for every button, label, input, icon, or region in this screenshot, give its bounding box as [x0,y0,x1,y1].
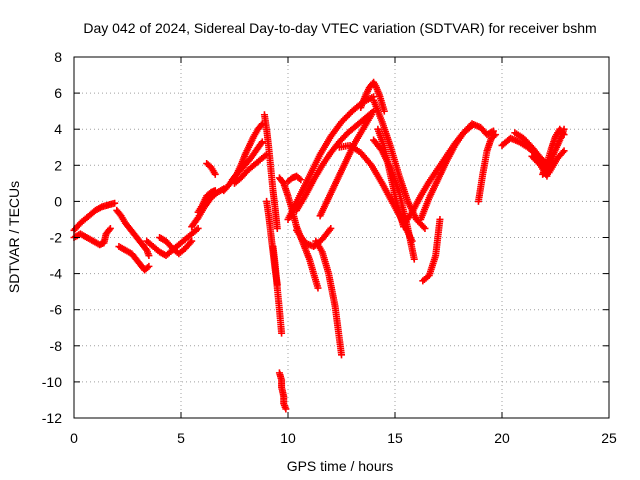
series-plunge-o [269,243,286,337]
data-point [211,187,219,195]
grid [74,57,609,418]
series-spike-m [260,111,281,232]
series-hook-af [419,215,444,285]
chart-title: Day 042 of 2024, Sidereal Day-to-day VTE… [83,20,596,36]
y-tick-label: -12 [42,410,62,426]
series-hook-ag [474,131,500,205]
series-peak-y [357,78,388,115]
y-tick-label: -2 [50,230,63,246]
data-point [410,255,418,263]
data-point [211,170,219,178]
series-bump-i [203,159,219,178]
data-point [106,224,114,232]
data-point [188,237,196,245]
data-point [145,262,153,270]
x-tick-label: 15 [387,430,403,446]
data-point [436,215,444,223]
data-point [559,148,567,156]
data-point [314,284,322,292]
data-point [105,226,113,234]
data-point [327,224,335,232]
y-tick-label: 6 [54,85,62,101]
data-point [380,107,388,115]
data-point [420,223,428,231]
x-tick-label: 25 [601,430,617,446]
series-dip-f [156,234,196,258]
data-point [560,131,568,139]
y-tick-label: 4 [54,121,62,137]
data-point [421,224,429,232]
series-mid-r [284,172,305,186]
series-mid-u [293,224,335,251]
data-point [295,175,303,183]
series-early-c [113,206,153,260]
data-point [186,239,194,247]
series-late-ak [539,125,568,178]
data-point [492,131,500,139]
data-point [338,351,345,359]
series-climb-v [284,93,378,223]
series-outlier-p [275,369,290,413]
data-point [273,224,281,232]
y-axis-label: SDTVAR / TECUs [6,181,22,293]
series-climb-x [316,111,375,220]
x-tick-label: 10 [280,430,296,446]
x-tick-label: 0 [70,430,78,446]
data-point [559,129,567,137]
x-tick-label: 5 [177,430,185,446]
data-point [143,264,151,272]
data-point [490,132,498,140]
series-climb-w [293,107,378,214]
data-point [297,176,305,184]
series-drop-t [312,237,345,359]
y-axis-ticks: -12 -10 -8 -6 -4 -2 0 2 4 6 8 [42,49,609,426]
data-point [560,147,568,155]
data-point [282,405,290,413]
series-dip-e [143,224,202,260]
series-early-b [70,224,114,249]
series-up-ae [417,120,497,223]
y-tick-label: -10 [42,374,62,390]
series-rise-k [228,120,266,184]
y-tick-label: -8 [50,338,63,354]
x-axis-ticks: 0 5 10 15 20 25 [70,57,617,446]
x-axis-label: GPS time / hours [287,458,394,474]
x-tick-label: 20 [494,430,510,446]
y-tick-label: 8 [54,49,62,65]
y-tick-label: 2 [54,157,62,173]
data-point [278,329,286,337]
data-point [194,224,202,232]
data-point [257,139,265,147]
data-point [145,252,153,260]
series-rise-l [231,150,271,187]
data-points [70,78,568,413]
series-rise-h [194,187,219,216]
y-tick-label: -4 [50,266,63,282]
y-tick-label: -6 [50,302,63,318]
y-tick-label: 0 [54,193,62,209]
data-point [111,199,119,207]
data-point [367,111,375,119]
series-early-d [115,243,153,274]
